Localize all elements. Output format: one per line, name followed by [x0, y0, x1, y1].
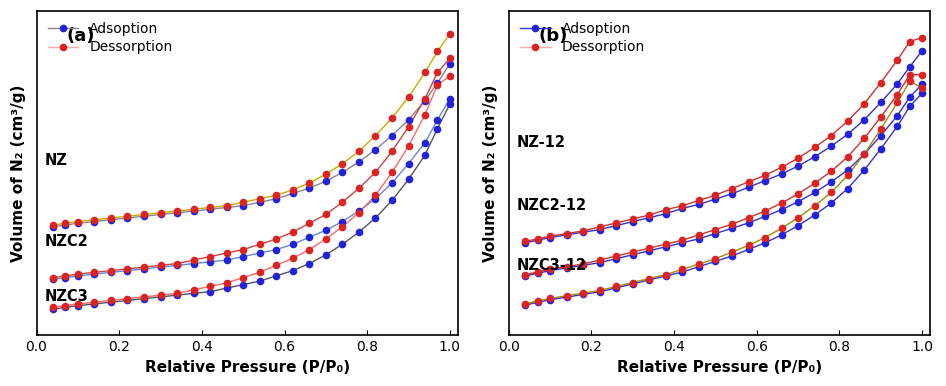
Y-axis label: Volume of N₂ (cm³/g): Volume of N₂ (cm³/g) — [11, 85, 26, 262]
Legend: Adsoption, Dessorption: Adsoption, Dessorption — [516, 18, 649, 59]
Y-axis label: Volume of N₂ (cm³/g): Volume of N₂ (cm³/g) — [483, 85, 499, 262]
Text: (b): (b) — [538, 27, 568, 45]
X-axis label: Relative Pressure (P/P₀): Relative Pressure (P/P₀) — [145, 360, 350, 375]
Legend: Adsoption, Dessorption: Adsoption, Dessorption — [44, 18, 177, 59]
Text: NZ: NZ — [44, 153, 68, 168]
Text: NZ-12: NZ-12 — [517, 135, 566, 150]
Text: NZC2-12: NZC2-12 — [517, 198, 587, 213]
X-axis label: Relative Pressure (P/P₀): Relative Pressure (P/P₀) — [617, 360, 822, 375]
Text: NZC3: NZC3 — [44, 289, 89, 304]
Text: NZC3-12: NZC3-12 — [517, 258, 587, 273]
Text: NZC2: NZC2 — [44, 234, 89, 249]
Text: (a): (a) — [66, 27, 95, 45]
